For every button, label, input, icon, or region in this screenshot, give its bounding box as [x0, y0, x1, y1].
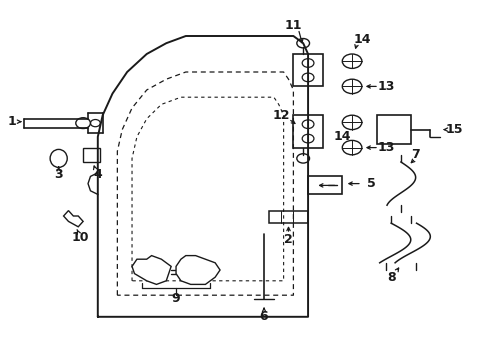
Text: 14: 14 — [333, 130, 350, 143]
Bar — [293, 115, 322, 148]
Text: 13: 13 — [377, 80, 394, 93]
Bar — [268, 211, 307, 223]
Text: 12: 12 — [272, 109, 289, 122]
Text: 6: 6 — [259, 310, 268, 323]
Text: 1: 1 — [8, 115, 17, 128]
Bar — [83, 148, 100, 162]
Text: 5: 5 — [366, 177, 375, 190]
Text: 7: 7 — [410, 148, 419, 161]
Text: 8: 8 — [386, 271, 395, 284]
Bar — [307, 176, 342, 194]
Bar — [293, 54, 322, 86]
Text: 2: 2 — [284, 233, 292, 246]
Text: 15: 15 — [445, 123, 463, 136]
Polygon shape — [132, 256, 171, 284]
Text: 13: 13 — [377, 141, 394, 154]
Text: 10: 10 — [72, 231, 89, 244]
Bar — [376, 115, 410, 144]
Text: 14: 14 — [352, 33, 370, 46]
Polygon shape — [63, 211, 83, 227]
Text: 11: 11 — [284, 19, 302, 32]
Text: 4: 4 — [93, 168, 102, 181]
Polygon shape — [176, 256, 220, 284]
Text: 9: 9 — [171, 292, 180, 305]
Text: 3: 3 — [54, 168, 63, 181]
